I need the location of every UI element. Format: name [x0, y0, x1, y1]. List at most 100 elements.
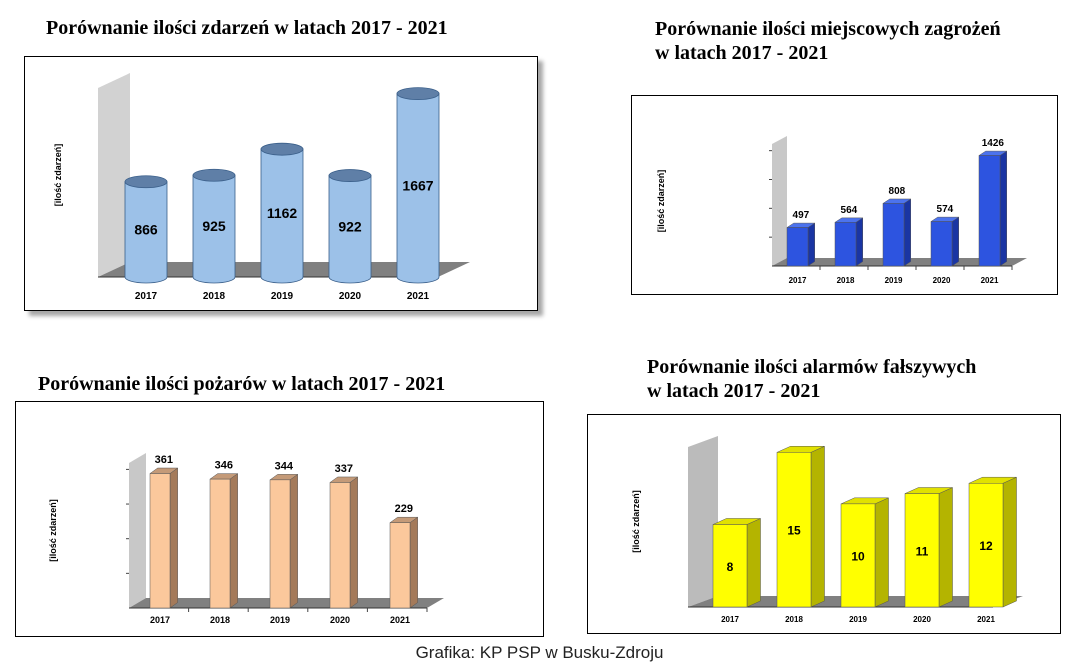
chart-1-bar-top [124, 175, 168, 189]
chart-1-bar-top [192, 168, 236, 182]
chart-4-title: Porównanie ilości alarmów fałszywych w l… [647, 355, 976, 403]
chart-3-plot: [ilość zdarzeń] 361 2017 346 2018 344 2019 337 2… [48, 453, 444, 625]
chart-1-title-line-1: Porównanie ilości zdarzeń w latach 2017 … [46, 17, 448, 39]
chart-1-back-wall [98, 73, 130, 277]
chart-1-panel: [ilość zdarzeń] 866 2017 925 2018 1162 2019 922… [24, 56, 538, 311]
chart-2-x-tick-label: 2019 [885, 276, 903, 285]
chart-3-bar [149, 473, 171, 609]
chart-4-bar-side [874, 497, 889, 608]
chart-2-data-label: 808 [889, 186, 906, 197]
chart-4-bar-side [746, 518, 761, 608]
chart-4-x-tick-label: 2017 [721, 615, 739, 624]
chart-4-x-tick-label: 2020 [913, 615, 931, 624]
chart-2-x-tick-label: 2018 [837, 276, 855, 285]
chart-1-x-tick-label: 2018 [203, 291, 226, 302]
chart-2-data-label: 1426 [982, 138, 1005, 149]
chart-1-data-label: 922 [338, 218, 362, 234]
chart-3-x-tick-label: 2018 [210, 615, 230, 625]
chart-1-x-tick-label: 2017 [135, 291, 158, 302]
chart-3-data-label: 337 [335, 463, 353, 475]
chart-1-bar-top [396, 87, 440, 101]
chart-2-x-tick-label: 2017 [789, 276, 807, 285]
chart-3-bar-side [169, 467, 178, 609]
chart-3-bar [389, 522, 411, 609]
chart-1-x-tick-label: 2020 [339, 291, 362, 302]
chart-4-title-line-2: w latach 2017 - 2021 [647, 380, 821, 402]
chart-1-bar-top [260, 142, 304, 156]
chart-1-bar [328, 175, 372, 284]
chart-3-x-tick-label: 2020 [330, 615, 350, 625]
chart-2-x-tick-label: 2020 [933, 276, 951, 285]
chart-2-back-wall [772, 136, 787, 266]
chart-2-plot: [ilość zdarzeń] 497 2017 564 2018 808 2019 574 2… [656, 136, 1027, 285]
chart-3-back-wall [129, 453, 146, 608]
chart-3-x-tick-label: 2019 [270, 615, 290, 625]
chart-2-data-label: 497 [793, 210, 810, 221]
chart-2-bar [834, 222, 857, 267]
chart-2-title-line-1: Porównanie ilości miejscowych zagrożeń [655, 18, 1001, 40]
chart-1-title: Porównanie ilości zdarzeń w latach 2017 … [46, 16, 448, 40]
chart-2-data-label: 574 [937, 204, 954, 215]
chart-3-y-axis-label: [ilość zdarzeń] [48, 499, 58, 562]
chart-3-bar-side [229, 473, 238, 609]
chart-2-bar-side [807, 222, 815, 267]
chart-1-bar-top [328, 169, 372, 182]
chart-3-bar [329, 482, 351, 609]
chart-4-bar-side [1002, 476, 1017, 608]
chart-4-x-tick-label: 2019 [849, 615, 867, 624]
chart-4-data-label: 11 [916, 544, 929, 558]
chart-2-bar-side [999, 150, 1007, 267]
chart-3-title: Porównanie ilości pożarów w latach 2017 … [38, 372, 445, 396]
chart-1-plot: [ilość zdarzeń] 866 2017 925 2018 1162 2019 922… [53, 73, 470, 302]
chart-2-title: Porównanie ilości miejscowych zagrożeń w… [655, 17, 1001, 65]
chart-1-data-label: 925 [202, 218, 226, 234]
chart-1-bar [260, 148, 304, 284]
chart-4-back-wall [688, 436, 718, 607]
chart-3-panel: [ilość zdarzeń] 361 2017 346 2018 344 2019 337 2… [15, 401, 544, 637]
chart-2-bar [930, 221, 953, 267]
chart-4-data-label: 10 [851, 549, 865, 563]
chart-4-x-tick-label: 2018 [785, 615, 803, 624]
chart-1-data-label: 1667 [402, 177, 433, 193]
chart-1-bar [396, 93, 440, 284]
chart-3-data-label: 346 [215, 460, 233, 472]
chart-4-plot: [ilość zdarzeń] 8 2017 15 2018 10 2019 11 2020 12… [631, 436, 1023, 624]
chart-4-bar [840, 503, 876, 608]
chart-2-bar-side [855, 217, 863, 267]
chart-1-data-label: 866 [134, 221, 158, 237]
chart-4-bar [776, 452, 812, 608]
chart-3-bar [269, 479, 291, 609]
chart-3-data-label: 344 [275, 460, 294, 472]
chart-4-bar-side [810, 445, 825, 608]
image-credit: Grafika: KP PSP w Busku-Zdroju [415, 643, 664, 662]
chart-1-bar [192, 174, 236, 284]
chart-4-data-label: 12 [979, 539, 993, 553]
chart-1-bar [124, 181, 168, 284]
chart-3-x-tick-label: 2021 [390, 615, 410, 625]
chart-2-title-line-2: w latach 2017 - 2021 [655, 42, 829, 64]
chart-2-data-label: 564 [841, 205, 858, 216]
chart-2-bar [786, 227, 809, 267]
chart-2-bar [882, 203, 905, 267]
chart-2-y-axis-label: [ilość zdarzeń] [656, 170, 666, 233]
chart-4-title-line-1: Porównanie ilości alarmów fałszywych [647, 356, 977, 378]
chart-4-bar [712, 524, 748, 608]
chart-2-bar-side [903, 198, 911, 267]
chart-2-x-tick-label: 2021 [981, 276, 999, 285]
chart-3-bar-side [349, 476, 358, 609]
chart-4-data-label: 8 [727, 560, 734, 574]
chart-4-bar-side [938, 487, 953, 608]
chart-4-bar [904, 493, 940, 608]
chart-2-bar-side [951, 216, 959, 267]
chart-1-y-axis-label: [ilość zdarzeń] [53, 144, 63, 207]
chart-3-x-tick-label: 2017 [150, 615, 170, 625]
chart-1-x-tick-label: 2021 [407, 291, 430, 302]
chart-3-bar-side [289, 473, 298, 609]
chart-1-x-tick-label: 2019 [271, 291, 294, 302]
chart-2-bar [978, 155, 1001, 267]
chart-4-bar [968, 483, 1004, 608]
chart-2-panel: [ilość zdarzeń] 497 2017 564 2018 808 2019 574 2… [631, 95, 1058, 295]
chart-3-data-label: 361 [155, 454, 173, 466]
chart-3-title-line-1: Porównanie ilości pożarów w latach 2017 … [38, 373, 446, 395]
chart-4-data-label: 15 [787, 524, 801, 538]
